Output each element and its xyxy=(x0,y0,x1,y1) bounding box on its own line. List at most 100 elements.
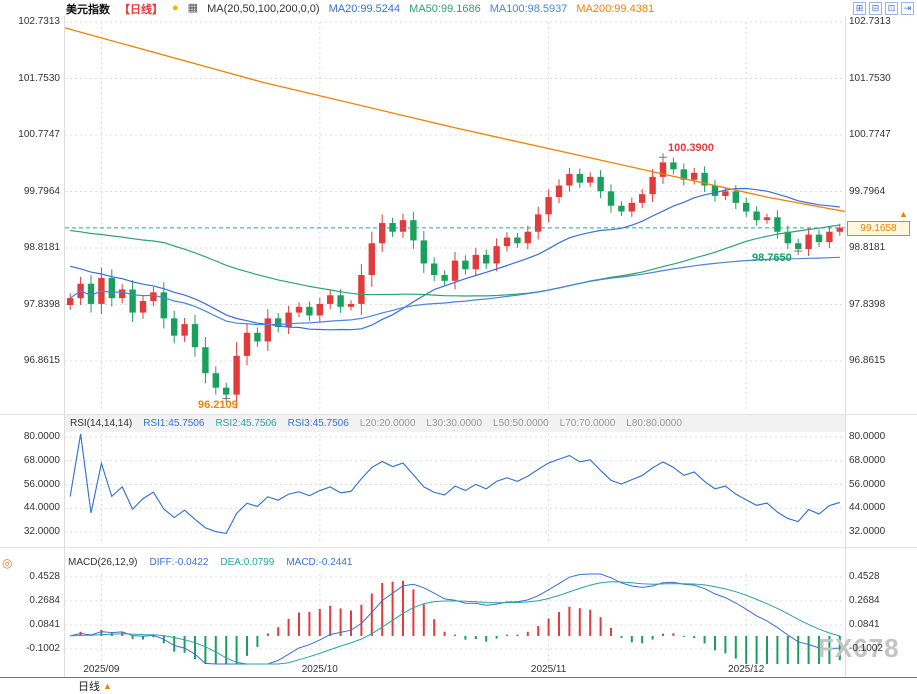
macd-axis-label-right: 0.4528 xyxy=(849,570,880,582)
y-axis-label-left: 101.7530 xyxy=(18,72,60,84)
macd-axis-label-left: 0.2684 xyxy=(29,595,60,606)
candle-body xyxy=(160,292,167,319)
annotation-high-price: 100.3900 xyxy=(668,142,714,154)
macd-axis-label-left: 0.0841 xyxy=(29,619,60,630)
y-axis-label-right: 96.8615 xyxy=(849,355,886,366)
ma200-value: MA200:99.4381 xyxy=(576,2,655,15)
bottom-bar: 日线 ▲ xyxy=(0,677,917,694)
rsi-level-20: L20:20.0000 xyxy=(359,418,416,429)
candle-body xyxy=(763,217,771,221)
candle-body xyxy=(805,234,812,250)
rsi-axis-label-right: 68.0000 xyxy=(849,454,886,466)
candle-body xyxy=(732,191,739,203)
candle-body xyxy=(784,231,791,244)
candle-body xyxy=(108,277,115,299)
candle-body xyxy=(483,254,490,264)
y-axis-label-right: 101.7530 xyxy=(849,72,891,84)
candle-body xyxy=(379,223,386,244)
y-axis-label-left: 102.7313 xyxy=(18,16,60,27)
rsi-axis-label-left: 68.0000 xyxy=(23,454,60,466)
y-axis-label-right: 100.7747 xyxy=(849,129,891,140)
rsi-level-30: L30:30.0000 xyxy=(426,418,483,429)
candle-body xyxy=(368,243,375,276)
panel-layout-controls: ⊞ ⊟ ⊡ ⇥ xyxy=(853,2,914,15)
candle-body xyxy=(431,263,438,276)
ma-settings-label: MA(20,50,100,200,0,0) xyxy=(207,2,320,15)
rsi-axis-label-left: 44.0000 xyxy=(23,502,60,514)
candle-body xyxy=(306,306,313,316)
candle-body xyxy=(285,312,292,328)
current-price-tag: 99.1658 xyxy=(847,221,910,236)
macd-axis-label-left: -0.1002 xyxy=(26,642,60,654)
candle-body xyxy=(514,237,521,244)
candle-body xyxy=(628,202,635,212)
candle-body xyxy=(150,292,157,302)
candle-body xyxy=(119,289,126,299)
rsi2-line xyxy=(69,433,840,535)
rsi-axis-label-left: 32.0000 xyxy=(23,526,60,537)
candle-body xyxy=(597,176,604,192)
candle-body xyxy=(420,240,427,264)
rsi-axis-label-right: 44.0000 xyxy=(849,502,886,514)
macd-dea-value: DEA:0.0799 xyxy=(220,557,275,568)
timeframe-selector[interactable]: 日线 xyxy=(78,681,100,693)
candle-body xyxy=(659,162,667,177)
ma100-line xyxy=(69,256,840,326)
candle-body xyxy=(264,318,271,342)
candle-body xyxy=(254,332,261,342)
ma50-value: MA50:99.1686 xyxy=(409,2,481,15)
layout-split-icon[interactable]: ⊟ xyxy=(869,2,882,15)
rsi2-value: RSI2:45.7506 xyxy=(215,418,277,429)
candle-body xyxy=(680,169,687,180)
candle-body xyxy=(337,295,344,307)
layout-grid-icon[interactable]: ⊞ xyxy=(853,2,866,15)
macd-settings-label: MACD(26,12,9) xyxy=(68,557,138,568)
candle-body xyxy=(462,260,469,270)
candle-body xyxy=(451,260,459,281)
candle-body xyxy=(753,211,760,221)
y-axis-label-right: 102.7313 xyxy=(849,16,891,27)
rsi-level-50: L50:50.0000 xyxy=(493,418,549,429)
macd-diff-value: DIFF:-0.0422 xyxy=(149,557,209,568)
ma200-line xyxy=(64,27,846,213)
candle-body xyxy=(535,214,542,232)
y-axis-label-left: 100.7747 xyxy=(18,129,60,140)
candle-body xyxy=(243,332,251,356)
candle-body xyxy=(555,185,563,198)
macd-value: MACD:-0.2441 xyxy=(286,557,353,568)
candle-body xyxy=(503,237,511,247)
rsi3-value: RSI3:45.7506 xyxy=(287,418,349,429)
collapse-panel-icon[interactable]: ⇥ xyxy=(901,2,914,15)
macd-axis-label-right: 0.2684 xyxy=(849,595,880,606)
candle-body xyxy=(181,324,188,336)
chart-settings-icon[interactable]: ▦ xyxy=(187,2,199,14)
rsi-level-70: L70:70.0000 xyxy=(559,418,616,429)
layout-maximize-icon[interactable]: ⊡ xyxy=(885,2,898,15)
alert-icon[interactable]: ● xyxy=(172,2,179,14)
rsi-axis-label-right: 56.0000 xyxy=(849,478,886,490)
candle-body xyxy=(67,298,74,306)
candle-body xyxy=(711,185,719,196)
macd-dea-line xyxy=(70,581,840,665)
candle-body xyxy=(722,191,729,196)
candle-body xyxy=(139,301,147,313)
candle-body xyxy=(639,194,646,203)
rsi-axis-label-left: 56.0000 xyxy=(23,478,60,490)
rsi-settings-label: RSI(14,14,14) xyxy=(70,418,133,429)
candle-body xyxy=(670,162,677,170)
macd-header: MACD(26,12,9) DIFF:-0.0422 DEA:0.0799 MA… xyxy=(68,555,352,570)
timeframe-tag: 【日线】 xyxy=(119,3,163,16)
ma100-value: MA100:98.5937 xyxy=(489,2,568,15)
watermark: FX678 xyxy=(818,633,900,663)
candle-body xyxy=(223,387,230,395)
rsi-level-80: L80:80.0000 xyxy=(626,418,682,429)
crosshair-icon[interactable]: ◎ xyxy=(2,556,13,570)
candle-body xyxy=(441,275,448,281)
candle-body xyxy=(836,227,843,232)
candle-body xyxy=(212,373,219,388)
macd-diff-line xyxy=(70,573,840,665)
candle-body xyxy=(358,275,365,304)
candle-body xyxy=(347,303,355,307)
